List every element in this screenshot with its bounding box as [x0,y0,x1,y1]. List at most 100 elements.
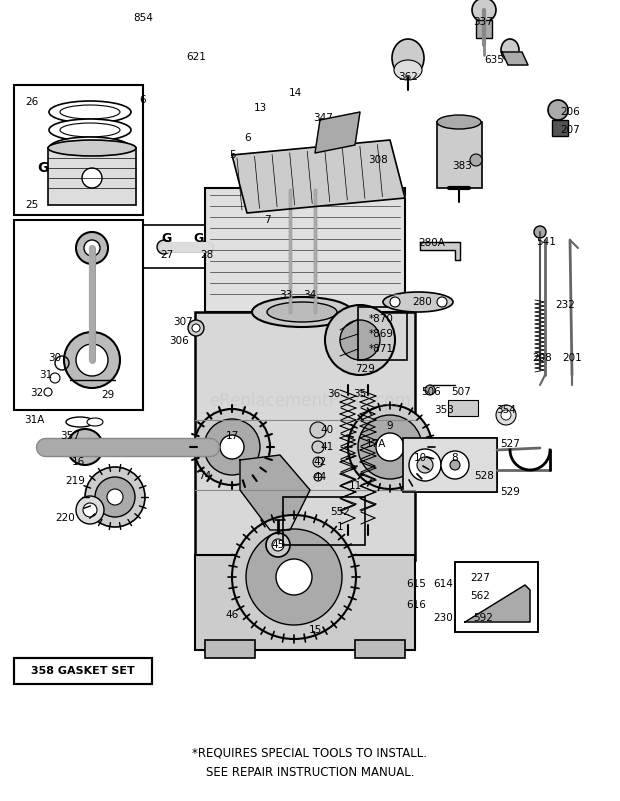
Circle shape [95,477,135,517]
Text: 280: 280 [412,297,432,307]
Text: 207: 207 [560,125,580,135]
Text: 41: 41 [321,442,334,452]
Ellipse shape [49,119,131,141]
Text: 17A: 17A [366,439,386,449]
Circle shape [313,457,323,467]
Text: G: G [162,231,172,244]
Bar [455,562,538,632]
Ellipse shape [392,39,424,77]
Text: 31A: 31A [24,415,44,425]
Text: 29: 29 [102,390,115,400]
Circle shape [441,451,469,479]
Circle shape [204,243,212,251]
Ellipse shape [49,101,131,123]
Bar [14,658,152,684]
Text: 307: 307 [173,317,193,327]
Ellipse shape [383,292,453,312]
Circle shape [76,496,104,524]
Text: 33: 33 [280,290,293,300]
Bar [205,188,405,312]
Text: 635: 635 [484,55,504,65]
Text: 31: 31 [40,370,53,380]
Bar [476,20,492,38]
Polygon shape [315,112,360,153]
Circle shape [340,320,380,360]
Text: 201: 201 [562,353,582,363]
Text: 45: 45 [272,540,285,550]
Ellipse shape [267,302,337,322]
Ellipse shape [201,240,215,254]
Text: 232: 232 [555,300,575,310]
Text: 6: 6 [245,133,251,143]
Text: 506: 506 [421,387,441,397]
Text: 10: 10 [414,453,427,463]
Text: 562: 562 [470,591,490,601]
Text: 729: 729 [355,364,375,374]
Bar [355,640,405,658]
Text: *871: *871 [368,344,394,354]
Text: 353: 353 [434,405,454,415]
Circle shape [472,0,496,22]
Text: *869: *869 [368,329,394,339]
Bar [358,307,407,360]
Text: 615: 615 [406,579,426,589]
Bar [283,497,365,545]
Circle shape [348,405,432,489]
Text: 44: 44 [313,472,327,482]
Circle shape [450,460,460,470]
Text: *REQUIRES SPECIAL TOOLS TO INSTALL.: *REQUIRES SPECIAL TOOLS TO INSTALL. [192,747,428,759]
Bar [14,658,152,684]
Text: 16: 16 [71,457,84,467]
Circle shape [437,297,447,307]
Text: 592: 592 [473,613,493,623]
Text: 362: 362 [398,72,418,82]
Text: 614: 614 [433,579,453,589]
Circle shape [220,435,244,459]
Circle shape [312,441,324,453]
Text: 34: 34 [303,290,317,300]
Polygon shape [502,52,528,65]
Circle shape [376,433,404,461]
Text: 17: 17 [226,431,239,441]
Circle shape [501,410,511,420]
Circle shape [67,429,103,465]
Circle shape [246,529,342,625]
Circle shape [160,243,168,251]
Text: 1: 1 [337,522,343,532]
Bar [455,562,538,632]
Ellipse shape [501,39,519,61]
Circle shape [83,503,97,517]
Bar [14,220,143,410]
Circle shape [425,385,435,395]
Bar [437,122,482,188]
Text: 354: 354 [496,405,516,415]
Ellipse shape [394,60,422,80]
Circle shape [548,100,568,120]
Text: 15: 15 [308,625,322,635]
Circle shape [534,226,546,238]
Text: 40: 40 [321,425,334,435]
Polygon shape [465,585,530,622]
Text: 358 GASKET SET: 358 GASKET SET [31,666,135,676]
Circle shape [64,332,120,388]
Text: 219: 219 [65,476,85,486]
Text: 528: 528 [474,471,494,481]
Polygon shape [240,455,310,530]
Circle shape [82,168,102,188]
Circle shape [496,405,516,425]
Text: eReplacementParts.com: eReplacementParts.com [209,392,411,409]
Text: 6: 6 [140,95,146,105]
Bar [403,438,497,492]
Text: 13: 13 [254,103,267,113]
Ellipse shape [157,240,171,254]
Text: 46: 46 [226,610,239,620]
Circle shape [85,467,145,527]
Text: 35: 35 [353,389,366,399]
Ellipse shape [49,137,131,159]
Circle shape [417,457,433,473]
Text: 337: 337 [473,17,493,27]
Text: 26: 26 [25,97,38,107]
Bar [143,225,236,268]
Circle shape [390,297,400,307]
Text: 357: 357 [60,431,80,441]
